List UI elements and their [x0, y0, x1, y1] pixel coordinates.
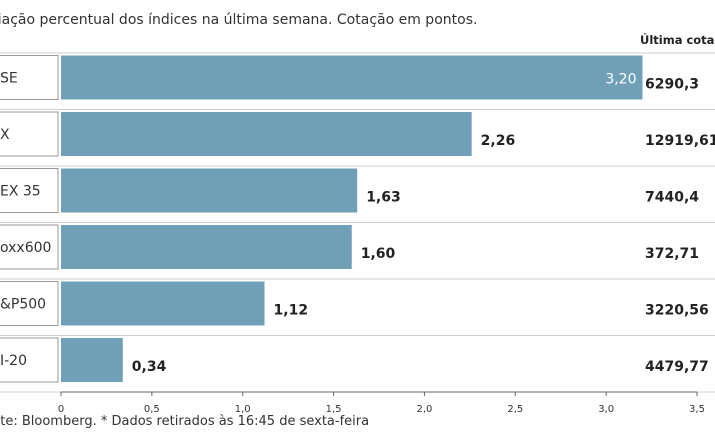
data-label: 1,12	[274, 303, 309, 319]
x-tick-label: 1,0	[235, 404, 251, 415]
category-label: EX 35	[0, 184, 41, 200]
bar	[61, 168, 358, 213]
category-label-box	[0, 168, 59, 213]
last-quote-value: 6290,3	[645, 77, 699, 93]
last-quote-value: 3220,56	[645, 303, 709, 319]
category-label: X	[0, 127, 10, 143]
x-tick-label: 3,0	[598, 404, 614, 415]
category-label: &P500	[0, 297, 46, 313]
data-label: 2,26	[481, 133, 516, 149]
bar	[61, 225, 352, 269]
category-label-box	[0, 337, 59, 383]
category-label-box	[0, 224, 59, 270]
x-tick-label: 1,5	[326, 404, 342, 415]
last-quote-value: 7440,4	[645, 190, 699, 206]
bar	[61, 338, 123, 382]
data-label: 1,60	[361, 246, 396, 262]
category-label-box	[0, 55, 59, 100]
x-tick-label: 2,5	[507, 404, 523, 415]
data-label: 1,63	[366, 190, 401, 206]
last-quote-value: 12919,61	[645, 133, 715, 149]
x-tick-label: 0,5	[144, 404, 160, 415]
category-label-box	[0, 111, 59, 157]
data-label: 0,34	[132, 359, 167, 375]
x-tick-label: 3,5	[689, 404, 705, 415]
category-label: SE	[0, 71, 18, 87]
x-tick-label: 0	[58, 404, 64, 415]
chart-source-note: nte: Bloomberg. * Dados retirados às 16:…	[0, 414, 370, 429]
last-quote-column-header: Última cotaç	[640, 33, 715, 47]
bar	[61, 112, 472, 156]
bar	[61, 281, 265, 326]
category-label: I-20	[0, 353, 27, 369]
x-tick-label: 2,0	[416, 404, 432, 415]
category-label-box	[0, 281, 59, 326]
last-quote-value: 372,71	[645, 246, 699, 262]
last-quote-value: 4479,77	[645, 359, 709, 375]
data-label: 3,20	[605, 72, 636, 88]
category-label: oxx600	[0, 240, 51, 256]
chart-subtitle: riação percentual dos índices na última …	[0, 12, 478, 28]
bar	[61, 55, 643, 100]
